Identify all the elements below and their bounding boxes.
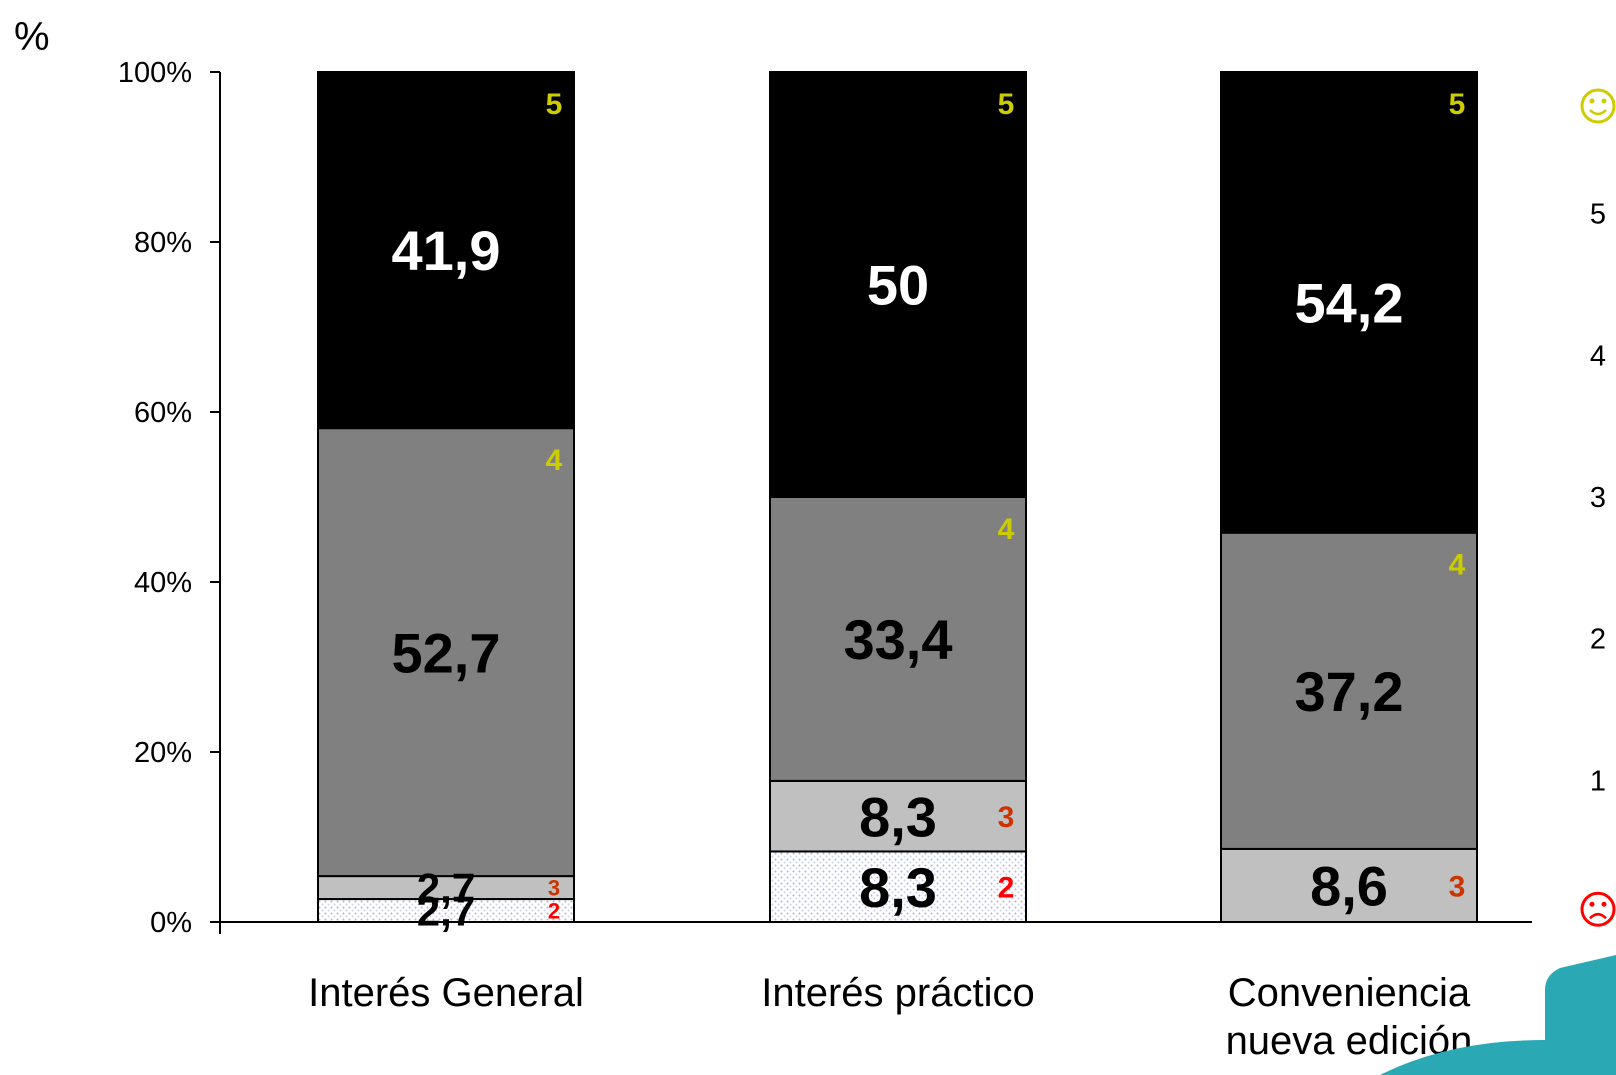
data-label: 2,7 <box>417 865 475 912</box>
scale-level-label: 5 <box>1590 199 1606 231</box>
data-label: 37,2 <box>1295 660 1404 723</box>
bar-segment <box>769 496 1027 782</box>
labels: 2,7 2 2,7 3 52,7 4 41,9 5 Interés General 8,3 2 8,3… <box>308 88 1472 1063</box>
y-tick-label: 0% <box>150 907 192 939</box>
level-label: 3 <box>548 875 560 900</box>
bar-segment <box>1220 531 1478 850</box>
data-label: 41,9 <box>392 219 501 282</box>
level-label: 2 <box>998 872 1015 905</box>
scale-level-label: 3 <box>1590 482 1606 514</box>
level-label: 5 <box>998 88 1015 121</box>
level-label: 2 <box>548 898 560 923</box>
y-tick-label: 80% <box>134 227 192 259</box>
data-label: 2,7 <box>417 888 475 935</box>
bar-segment <box>1220 847 1478 924</box>
scale-level-label: 4 <box>1590 340 1606 372</box>
data-label: 50 <box>867 254 929 317</box>
bar-segment <box>317 71 575 430</box>
bar-segment <box>317 427 575 878</box>
bars <box>317 71 1478 924</box>
data-label: 8,3 <box>859 856 937 919</box>
y-tick-label: 20% <box>134 737 192 769</box>
level-label: 5 <box>546 88 563 121</box>
category-label: Interés General <box>308 971 584 1015</box>
level-label: 4 <box>1449 549 1466 582</box>
data-label: 8,6 <box>1310 855 1388 918</box>
level-label: 4 <box>998 513 1015 546</box>
corner-decoration <box>1380 955 1616 1075</box>
y-tick-label: 100% <box>118 57 192 89</box>
y-tick-label: 40% <box>134 567 192 599</box>
smiley-face-icon <box>1580 88 1616 124</box>
scale-level-label: 1 <box>1590 765 1606 797</box>
y-axis-unit-label: % <box>14 15 50 59</box>
category-label: Interés práctico <box>761 971 1034 1015</box>
bar-segment <box>769 779 1027 853</box>
data-label: 52,7 <box>392 621 501 684</box>
level-label: 4 <box>546 444 563 477</box>
category-label: Conveniencia <box>1228 971 1471 1015</box>
scale-level-label: 2 <box>1590 624 1606 656</box>
data-label: 33,4 <box>844 608 953 671</box>
axes: 0% 20% 40% 60% 80% 100% <box>118 57 1532 939</box>
bar-segment <box>1220 71 1478 534</box>
bar-segment <box>769 850 1027 924</box>
sad-face-icon <box>1580 891 1616 927</box>
level-label: 3 <box>998 801 1015 834</box>
level-label: 3 <box>1449 870 1466 903</box>
scale-legend: 5 4 3 2 1 <box>1580 88 1616 927</box>
data-label: 54,2 <box>1295 272 1404 335</box>
bar-segment <box>769 71 1027 498</box>
level-label: 5 <box>1449 88 1466 121</box>
data-label: 8,3 <box>859 785 937 848</box>
y-tick-label: 60% <box>134 397 192 429</box>
